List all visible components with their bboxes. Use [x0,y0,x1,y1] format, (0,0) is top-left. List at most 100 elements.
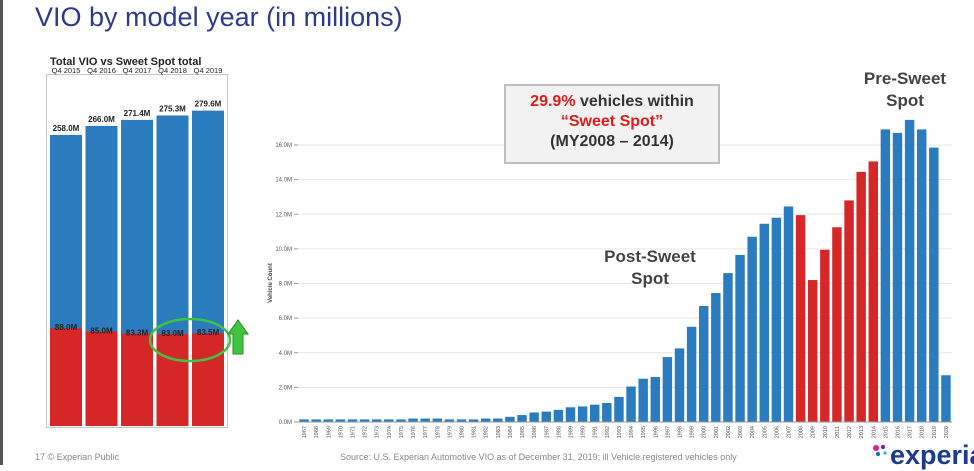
post-sweet-spot-label: Post-Sweet Spot [590,246,710,290]
x-tick-label: 1971 [351,426,357,438]
model-year-bar [396,419,406,422]
x-tick-label: 1973 [375,426,381,438]
x-tick-label: 1988 [556,426,562,438]
model-year-bar [904,119,915,422]
x-tick-label: 2017 [908,426,914,438]
x-tick-label: 1994 [629,426,635,438]
model-year-bar [347,419,358,422]
x-tick-label: 1974 [387,426,393,438]
model-year-bar [662,357,673,422]
callout-percent: 29.9% [530,93,576,110]
x-tick-label: 1976 [411,426,417,438]
slide-title: VIO by model year (in millions) [35,2,403,32]
model-year-bar [311,419,321,422]
model-year-bar [783,206,794,422]
x-tick-label: 2016 [896,426,902,438]
model-year-bar [408,418,418,422]
model-year-bar [929,147,939,423]
model-year-bar [565,407,576,422]
model-year-bar [323,419,334,422]
x-tick-label: 1967 [302,426,308,438]
model-year-bar [444,419,455,422]
x-tick-label: 1969 [326,426,332,438]
model-year-bar [771,217,782,422]
model-year-bar [892,132,903,422]
model-year-bar [371,419,382,422]
x-tick-label: 1990 [581,426,587,438]
x-tick-label: 2002 [726,426,732,438]
pre-sweet-spot-label: Pre-Sweet Spot [850,68,960,112]
x-tick-label: 2003 [738,426,744,438]
x-tick-label: 1983 [496,426,502,438]
left-chart-frame [46,74,228,428]
model-year-bar [541,411,552,422]
model-year-bar [432,418,443,422]
x-tick-label: 1996 [653,426,659,438]
x-tick-label: 1968 [314,426,320,438]
model-year-bar [602,402,612,422]
x-tick-label: 1979 [447,426,453,438]
x-tick-label: 2006 [774,426,780,438]
footer-copyright: 17 © Experian Public [35,452,120,462]
model-year-bar [299,419,309,422]
model-year-bar [359,419,370,422]
x-tick-label: 1987 [544,426,550,438]
model-year-bar [589,404,600,422]
model-year-bar [420,418,430,422]
x-tick-label: 2007 [787,426,793,438]
model-year-bar [553,409,564,422]
model-year-bar [468,419,479,422]
x-tick-label: 1998 [678,426,684,438]
x-tick-label: 1986 [532,426,538,438]
x-tick-label: 1984 [508,426,514,438]
model-year-bar [916,129,927,422]
model-year-bar [941,375,951,422]
x-tick-label: 2014 [871,426,877,438]
x-tick-label: 2015 [883,426,889,438]
x-tick-label: 2020 [944,426,950,438]
logo-dots-icon [873,444,887,457]
model-year-bar [493,418,503,422]
model-year-bar [807,280,818,422]
y-tick-label: 6.0M [279,316,292,322]
callout-line-1: 29.9% vehicles within [506,93,718,111]
model-year-bar [638,378,648,422]
x-tick-label: 1977 [423,426,429,438]
callout-line-3: (MY2008 – 2014) [550,133,674,150]
model-year-bar [832,227,842,422]
x-tick-label: 1997 [665,426,671,438]
x-tick-label: 1985 [520,426,526,438]
model-year-bar [856,171,866,422]
sweet-spot-callout: 29.9% vehicles within “Sweet Spot” (MY20… [504,84,720,164]
x-tick-label: 2010 [823,426,829,438]
callout-line-2: “Sweet Spot” [560,113,664,130]
model-year-bar [384,419,394,422]
x-tick-label: 1995 [641,426,647,438]
up-arrow-icon [227,319,249,355]
y-tick-label: 0.0M [279,420,292,426]
model-year-bar [880,129,891,422]
experian-logo: experian [890,440,974,470]
x-tick-label: 1999 [690,426,696,438]
slide-left-border [0,0,3,465]
model-year-bar [335,419,346,422]
y-tick-label: 14.0M [275,178,292,184]
pre-label-line-1: Pre-Sweet [863,69,947,88]
model-year-bar [529,412,539,422]
model-year-bar [650,376,661,422]
y-tick-label: 2.0M [279,385,292,391]
x-tick-label: 2013 [859,426,865,438]
y-tick-label: 12.0M [275,212,292,218]
x-tick-label: 1989 [569,426,575,438]
x-tick-label: 1972 [363,426,369,438]
y-axis-label: Vehicle Count [268,263,274,303]
x-tick-label: 1980 [460,426,466,438]
x-tick-label: 2009 [811,426,817,438]
x-tick-label: 1978 [435,426,441,438]
left-chart-title: Total VIO vs Sweet Spot total [50,56,202,68]
x-tick-label: 2008 [799,426,805,438]
model-year-bar [735,254,745,422]
model-year-bar [844,200,854,422]
x-tick-label: 1993 [617,426,623,438]
model-year-bar [698,306,709,422]
